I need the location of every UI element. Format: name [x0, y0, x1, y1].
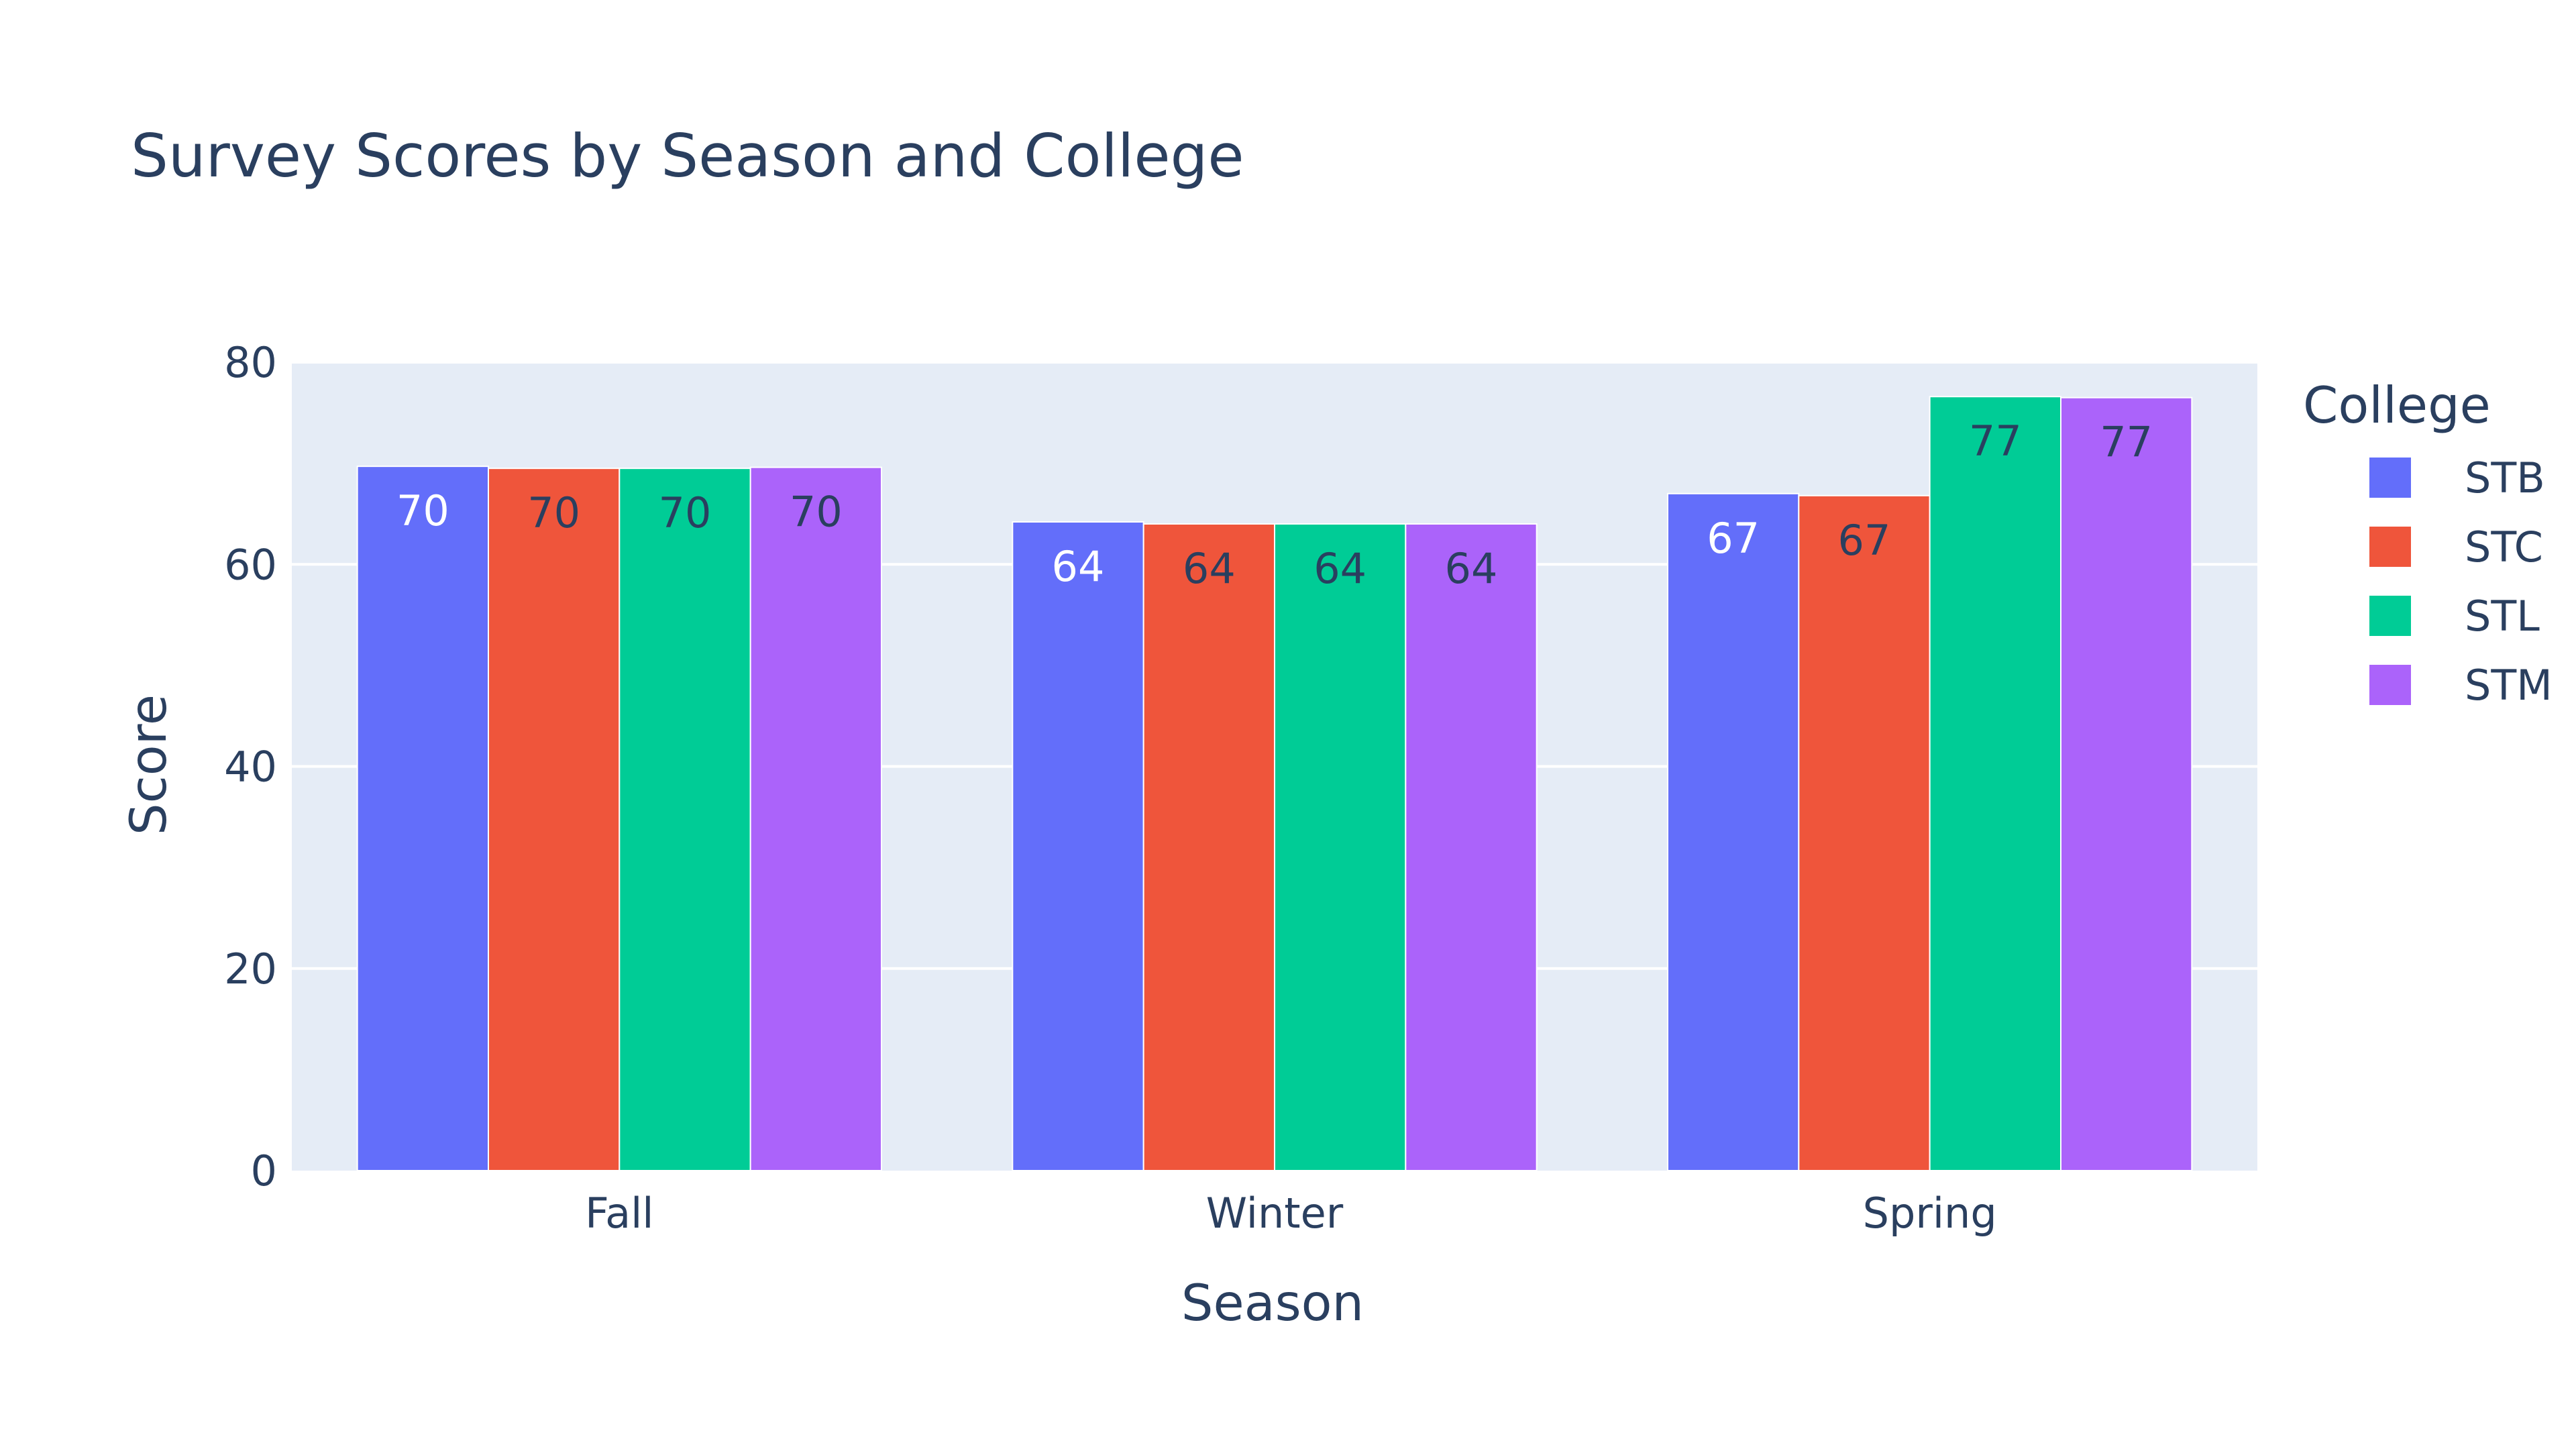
bar-value-label: 64 — [1445, 544, 1498, 593]
bars-group — [356, 396, 2193, 1171]
legend-item-label: STC — [2465, 523, 2543, 572]
bar — [1798, 494, 1931, 1171]
y-tick-label: 40 — [224, 743, 277, 792]
bar-value-label: 67 — [1838, 516, 1891, 565]
legend-swatch — [2369, 458, 2411, 498]
bar — [619, 468, 751, 1171]
bar-value-label: 64 — [1052, 542, 1105, 591]
chart-title: Survey Scores by Season and College — [131, 121, 1244, 191]
y-tick-label: 60 — [224, 540, 277, 589]
legend-swatch — [2369, 665, 2411, 705]
bar-value-label: 77 — [2100, 418, 2153, 467]
bar — [1274, 523, 1407, 1171]
legend-title: College — [2303, 376, 2491, 435]
bar — [356, 466, 490, 1171]
x-tick-label: Spring — [1863, 1189, 1997, 1238]
legend-swatch — [2369, 527, 2411, 567]
bar — [1012, 521, 1144, 1171]
y-tick-label: 0 — [251, 1146, 277, 1195]
y-tick-label: 20 — [224, 945, 277, 994]
bar-value-label: 70 — [659, 488, 712, 537]
bar — [1667, 492, 1800, 1171]
y-axis-title: Score — [119, 694, 178, 835]
legend-swatch — [2369, 596, 2411, 636]
bar-value-label: 64 — [1313, 544, 1366, 593]
y-tick-label: 80 — [224, 338, 277, 387]
bar — [1405, 523, 1538, 1171]
x-tick-label: Winter — [1206, 1189, 1344, 1238]
legend-item-label: STL — [2465, 592, 2540, 641]
bar-value-label: 70 — [396, 486, 449, 535]
legend: College STB STC STL STM — [2303, 376, 2553, 710]
bar — [1929, 396, 2062, 1171]
bar — [488, 468, 621, 1171]
bar-labels-group: 70 70 70 70 64 64 64 64 67 67 77 77 — [396, 417, 2153, 593]
legend-item-label: STB — [2465, 453, 2545, 502]
bar — [749, 466, 882, 1171]
bar-value-label: 77 — [1969, 417, 2022, 466]
axes-group: 0 20 40 60 80 Fall Winter Spring — [224, 338, 1997, 1238]
bar-value-label: 70 — [790, 488, 843, 537]
x-tick-label: Fall — [585, 1189, 653, 1238]
bar-value-label: 67 — [1707, 514, 1760, 563]
bar — [1142, 523, 1275, 1171]
bar — [2060, 396, 2193, 1171]
bar-value-label: 70 — [527, 488, 580, 537]
bar-value-label: 64 — [1183, 544, 1236, 593]
x-axis-title: Season — [1181, 1273, 1364, 1332]
legend-item-label: STM — [2465, 661, 2553, 710]
